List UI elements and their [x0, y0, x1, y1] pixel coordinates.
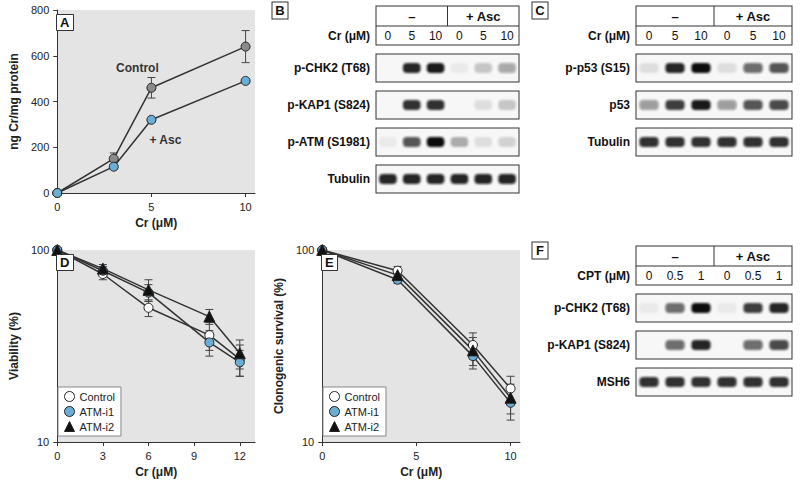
svg-text:10: 10 — [772, 29, 786, 43]
svg-text:600: 600 — [31, 50, 49, 62]
svg-text:0: 0 — [646, 269, 653, 283]
svg-text:Cr (μM): Cr (μM) — [135, 216, 177, 230]
svg-text:E: E — [325, 255, 334, 270]
svg-text:3: 3 — [100, 450, 106, 462]
svg-text:p-p53 (S15): p-p53 (S15) — [565, 61, 630, 75]
svg-text:+ Asc: + Asc — [736, 9, 771, 24]
svg-text:ATM-i2: ATM-i2 — [80, 421, 115, 433]
svg-text:200: 200 — [31, 141, 49, 153]
svg-text:0: 0 — [54, 201, 60, 213]
svg-text:Cr (μM): Cr (μM) — [588, 29, 630, 43]
svg-text:D: D — [60, 255, 69, 270]
svg-text:0: 0 — [456, 29, 463, 43]
svg-text:0: 0 — [385, 29, 392, 43]
svg-text:p-CHK2 (T68): p-CHK2 (T68) — [294, 61, 370, 75]
svg-text:0.5: 0.5 — [667, 269, 684, 283]
svg-text:10: 10 — [694, 29, 708, 43]
svg-text:Tubulin: Tubulin — [588, 135, 630, 149]
svg-text:0: 0 — [646, 29, 653, 43]
svg-text:1: 1 — [698, 269, 705, 283]
svg-text:MSH6: MSH6 — [597, 375, 631, 389]
svg-text:p-KAP1 (S824): p-KAP1 (S824) — [287, 98, 370, 112]
svg-text:5: 5 — [408, 29, 415, 43]
svg-text:100: 100 — [31, 244, 49, 256]
svg-text:Cr (μM): Cr (μM) — [400, 465, 442, 479]
svg-text:1: 1 — [776, 269, 783, 283]
svg-text:10: 10 — [239, 201, 251, 213]
svg-text:100: 100 — [296, 244, 314, 256]
svg-text:10: 10 — [37, 436, 49, 448]
svg-text:0: 0 — [54, 450, 60, 462]
svg-text:Control: Control — [80, 391, 115, 403]
svg-text:+ Asc: + Asc — [149, 133, 181, 147]
svg-text:Viability (%): Viability (%) — [7, 312, 21, 380]
svg-text:10: 10 — [504, 450, 516, 462]
svg-text:F: F — [536, 243, 544, 258]
svg-text:+ Asc: + Asc — [466, 9, 501, 24]
svg-text:5: 5 — [413, 450, 419, 462]
svg-text:B: B — [275, 3, 284, 18]
svg-text:A: A — [60, 15, 70, 30]
svg-text:p-KAP1 (S824): p-KAP1 (S824) — [547, 338, 630, 352]
svg-text:ATM-i2: ATM-i2 — [345, 421, 380, 433]
svg-text:5: 5 — [750, 29, 757, 43]
svg-text:p-CHK2 (T68): p-CHK2 (T68) — [554, 301, 630, 315]
svg-text:–: – — [408, 9, 415, 24]
svg-text:6: 6 — [145, 450, 151, 462]
svg-text:0: 0 — [724, 269, 731, 283]
svg-text:–: – — [671, 9, 678, 24]
svg-text:Control: Control — [345, 391, 380, 403]
svg-text:9: 9 — [191, 450, 197, 462]
svg-text:10: 10 — [500, 29, 514, 43]
svg-text:Tubulin: Tubulin — [328, 172, 370, 186]
svg-text:12: 12 — [234, 450, 246, 462]
svg-text:CPT (μM): CPT (μM) — [577, 269, 630, 283]
svg-text:–: – — [671, 249, 678, 264]
svg-text:Clonogenic survival (%): Clonogenic survival (%) — [272, 278, 286, 414]
svg-text:ATM-i1: ATM-i1 — [345, 406, 380, 418]
svg-text:Control: Control — [116, 61, 159, 75]
svg-text:0.5: 0.5 — [745, 269, 762, 283]
svg-text:Cr (μM): Cr (μM) — [135, 465, 177, 479]
svg-text:5: 5 — [148, 201, 154, 213]
svg-text:5: 5 — [480, 29, 487, 43]
svg-text:+ Asc: + Asc — [736, 249, 771, 264]
svg-text:0: 0 — [724, 29, 731, 43]
svg-text:ATM-i1: ATM-i1 — [80, 406, 115, 418]
svg-text:10: 10 — [429, 29, 443, 43]
svg-text:10: 10 — [302, 436, 314, 448]
svg-text:5: 5 — [672, 29, 679, 43]
svg-text:ng Cr/mg protein: ng Cr/mg protein — [7, 53, 21, 150]
svg-text:Cr (μM): Cr (μM) — [328, 29, 370, 43]
svg-text:0: 0 — [319, 450, 325, 462]
svg-text:800: 800 — [31, 4, 49, 16]
svg-text:p53: p53 — [609, 98, 630, 112]
svg-text:C: C — [535, 3, 545, 18]
svg-text:0: 0 — [43, 187, 49, 199]
svg-text:400: 400 — [31, 96, 49, 108]
svg-text:p-ATM (S1981): p-ATM (S1981) — [288, 135, 370, 149]
